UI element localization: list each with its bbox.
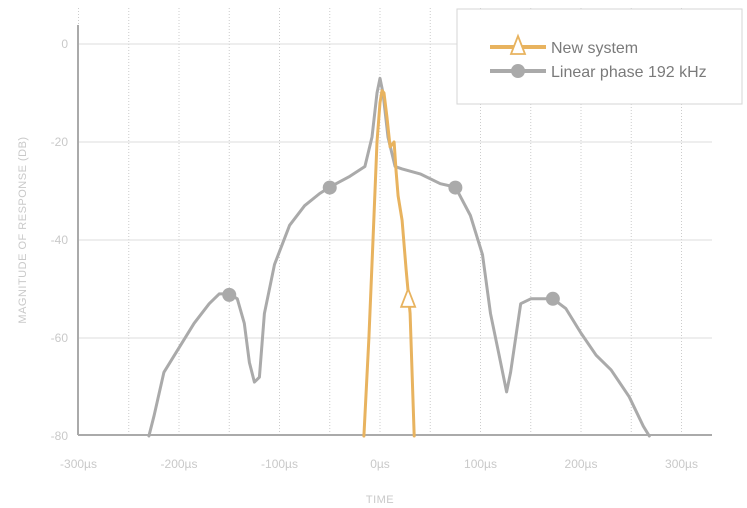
data-point	[448, 180, 463, 195]
legend-label-linear-phase-192-khz: Linear phase 192 kHz	[551, 64, 707, 81]
x-tick-label: 200µs	[565, 457, 598, 471]
data-point	[222, 287, 237, 302]
data-point	[399, 286, 417, 308]
axes	[77, 25, 712, 436]
y-tick-label: 0	[61, 37, 68, 51]
x-tick-label: -100µs	[261, 457, 298, 471]
x-tick-label: -200µs	[161, 457, 198, 471]
y-tick-label: -60	[51, 331, 69, 345]
legend-marker-new-system	[509, 33, 527, 55]
y-tick-label: -80	[51, 429, 69, 443]
legend-box	[456, 8, 743, 105]
data-point	[322, 180, 337, 195]
series-line-linear-phase-192-khz	[147, 76, 651, 438]
x-tick-label: 100µs	[464, 457, 497, 471]
data-point	[545, 291, 560, 306]
series-layer	[147, 76, 651, 438]
x-tick-label: 0µs	[370, 457, 390, 471]
legend-marker-linear-phase-192-khz	[511, 64, 525, 78]
legend-label-new-system: New system	[551, 40, 638, 57]
x-tick-label: -300µs	[60, 457, 97, 471]
legend: New system Linear phase 192 kHz	[456, 8, 743, 105]
series-line-new-system	[362, 89, 416, 438]
y-axis-label: MAGNITUDE OF RESPONSE (DB)	[17, 136, 29, 323]
x-tick-label: 300µs	[665, 457, 698, 471]
tick-labels: 0 -20 -40 -60 -80 -300µs -200µs -100µs 0µs 100µs 2…	[51, 37, 698, 471]
y-tick-label: -20	[51, 135, 69, 149]
y-tick-label: -40	[51, 233, 69, 247]
x-axis-label: TIME	[366, 494, 394, 506]
